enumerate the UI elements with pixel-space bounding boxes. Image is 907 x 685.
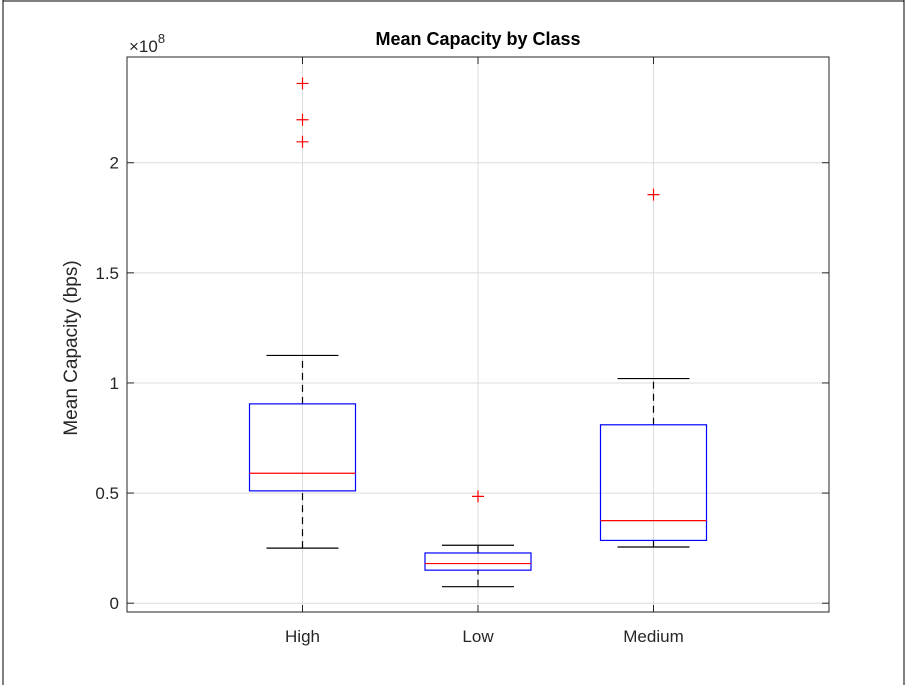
- y-axis-multiplier-exponent: 8: [158, 31, 165, 46]
- y-axis-label: Mean Capacity (bps): [61, 260, 82, 435]
- outlier-marker-low-0: [472, 490, 484, 503]
- y-tick-label-3: 1.5: [95, 264, 119, 283]
- outlier-marker-medium-0: [647, 188, 660, 201]
- x-tick-label-2: Medium: [623, 627, 683, 646]
- box-group-high: [248, 77, 357, 549]
- y-tick-label-4: 2: [110, 154, 119, 173]
- y-axis-multiplier: ×108: [129, 31, 165, 56]
- axes: 0 0.5 1 1.5 2 High Low Medium: [95, 56, 830, 646]
- box-low: [424, 552, 532, 571]
- plot-area: [248, 77, 708, 588]
- box-group-low: [424, 490, 532, 588]
- y-tick-label-0: 0: [110, 594, 119, 613]
- box-medium: [599, 424, 708, 542]
- box-group-medium: [599, 188, 708, 548]
- outlier-marker-high-0: [296, 135, 309, 148]
- chart-title: Mean Capacity by Class: [375, 29, 580, 49]
- box-high: [248, 403, 357, 492]
- y-axis-multiplier-base: ×10: [129, 37, 158, 56]
- x-tick-label-0: High: [285, 627, 320, 646]
- outlier-marker-high-1: [296, 113, 309, 126]
- y-tick-label-2: 1: [110, 374, 119, 393]
- outlier-marker-high-2: [296, 77, 309, 90]
- y-tick-label-1: 0.5: [95, 484, 119, 503]
- x-tick-label-1: Low: [462, 627, 494, 646]
